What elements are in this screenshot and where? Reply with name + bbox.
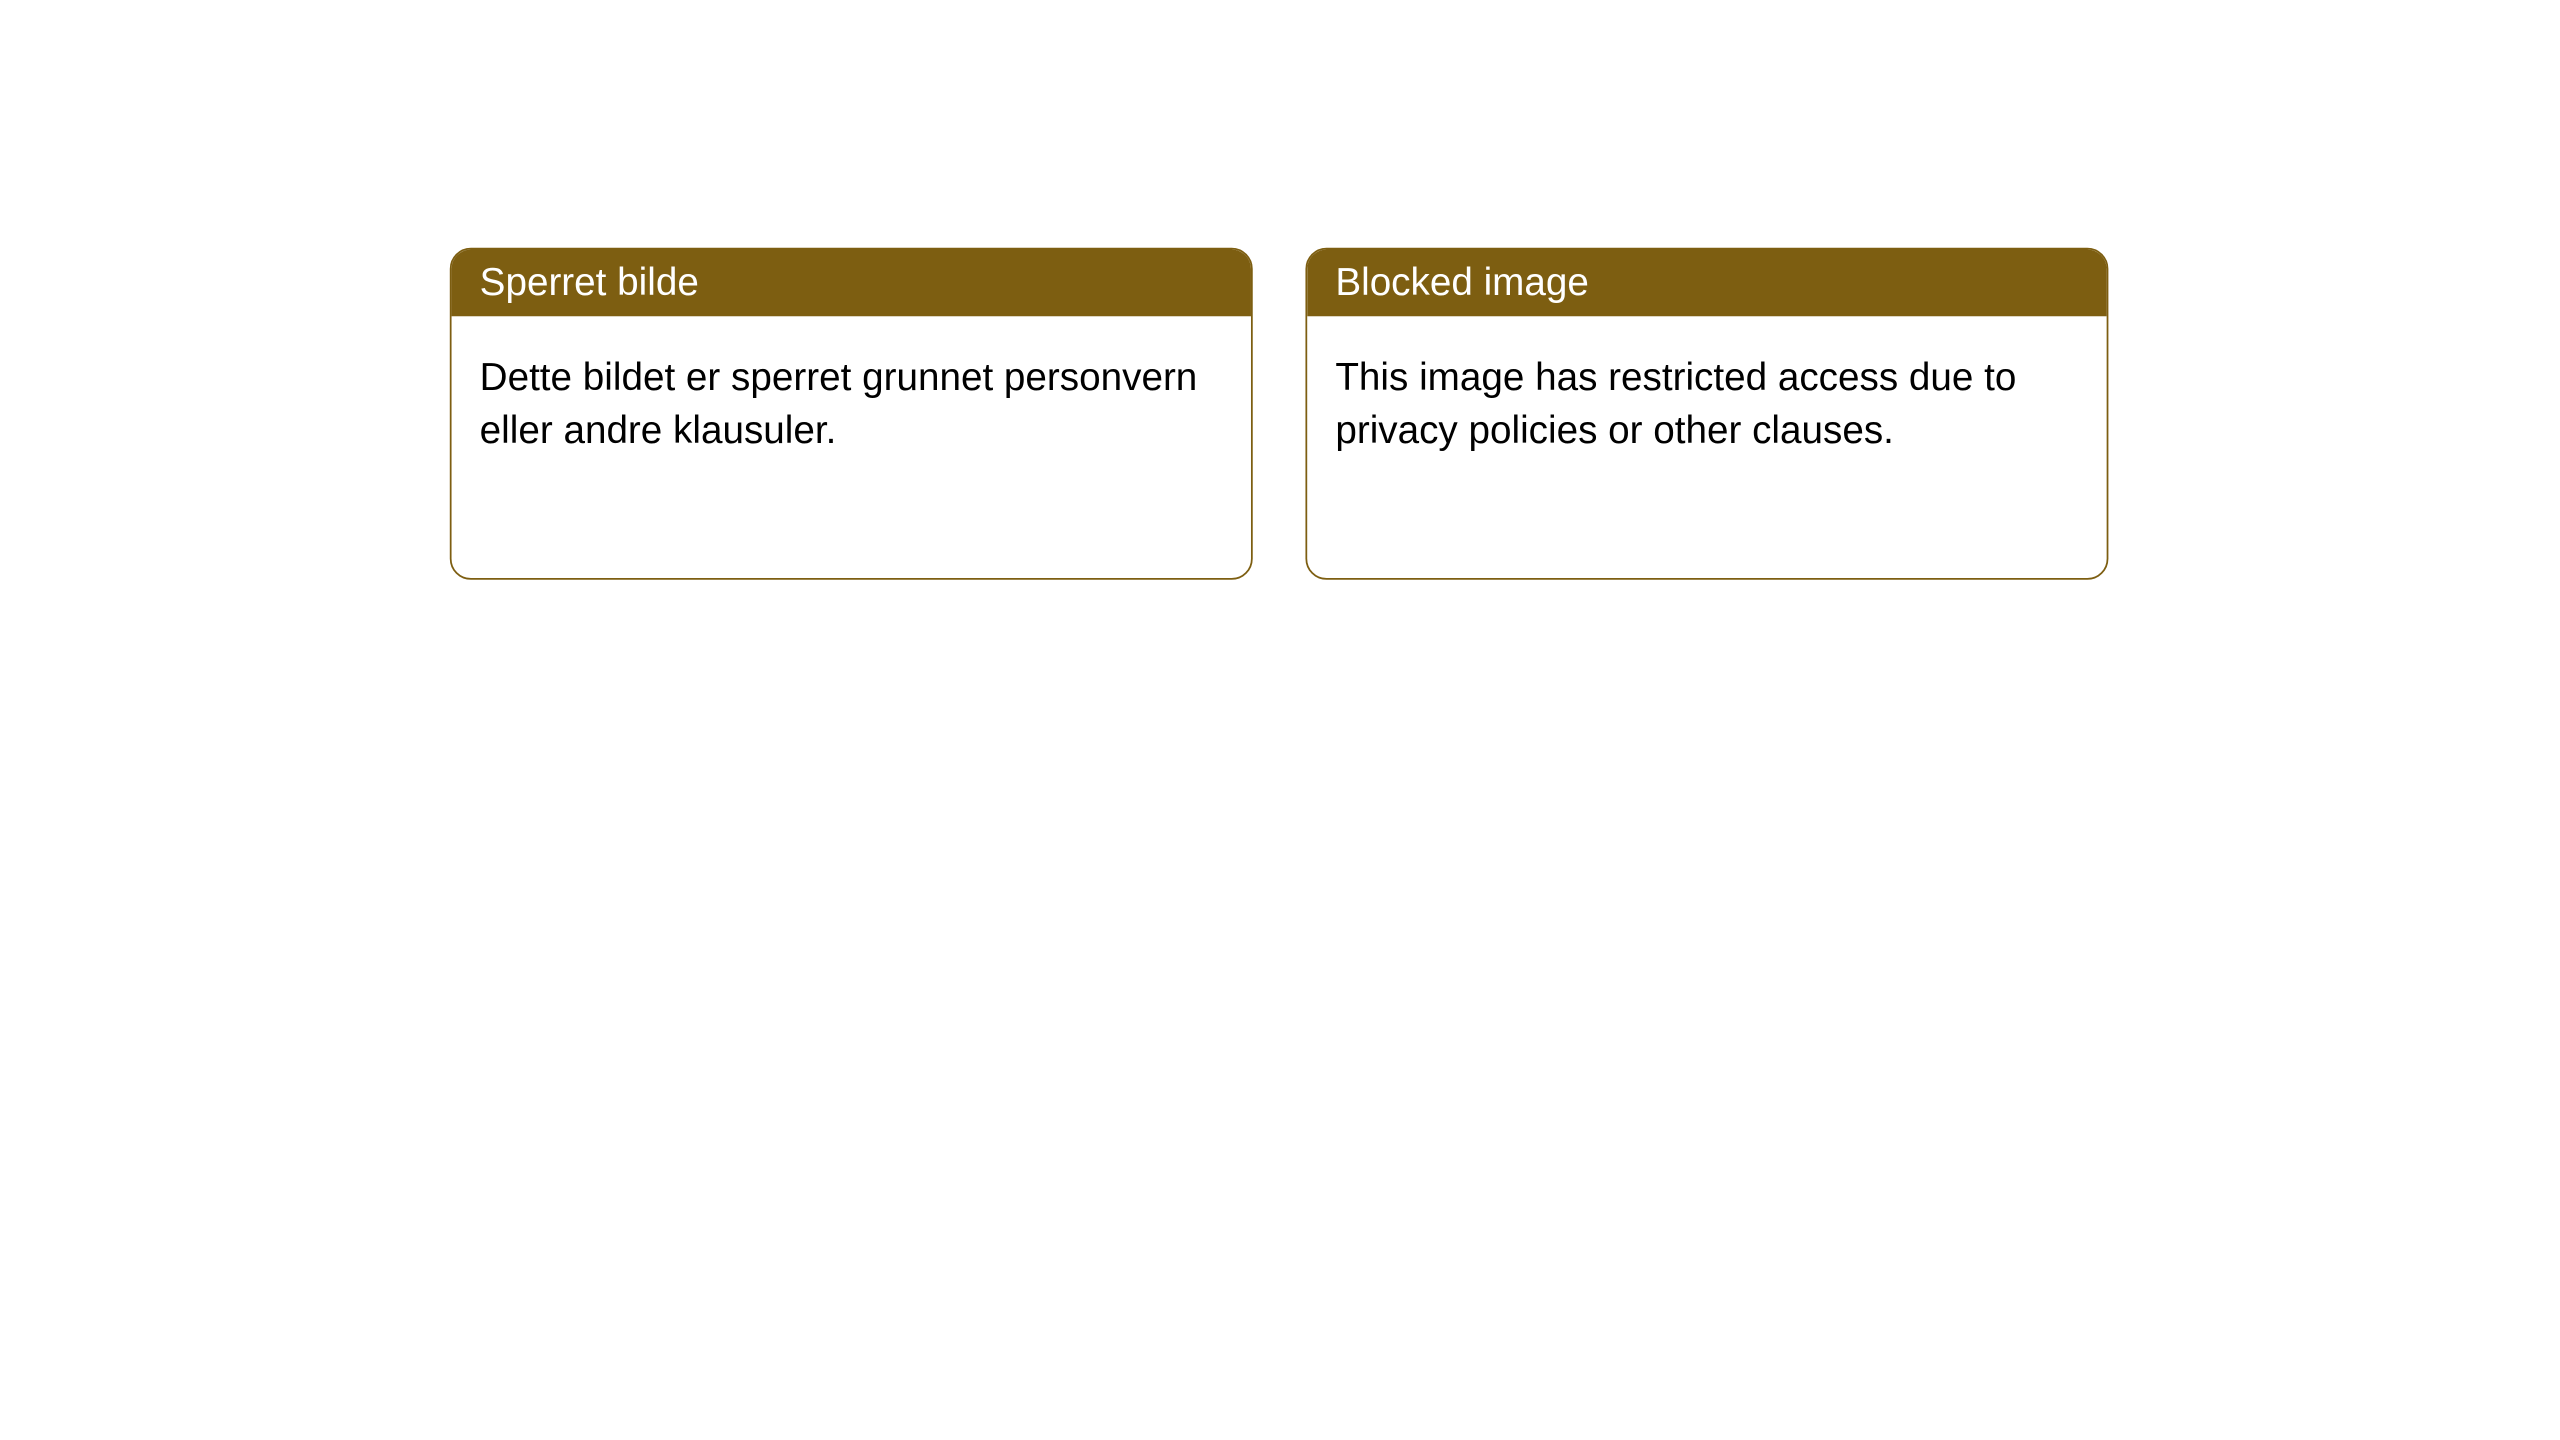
viewport: Sperret bilde Dette bildet er sperret gr… bbox=[0, 0, 2560, 1434]
blocked-image-card-en: Blocked image This image has restricted … bbox=[1305, 248, 2108, 580]
card-body-no: Dette bildet er sperret grunnet personve… bbox=[452, 316, 1251, 491]
card-body-en: This image has restricted access due to … bbox=[1307, 316, 2106, 491]
card-header-no: Sperret bilde bbox=[452, 249, 1251, 316]
card-body-text-no: Dette bildet er sperret grunnet personve… bbox=[480, 355, 1198, 451]
card-title-en: Blocked image bbox=[1335, 260, 1589, 304]
notice-cards-container: Sperret bilde Dette bildet er sperret gr… bbox=[450, 248, 2109, 580]
card-title-no: Sperret bilde bbox=[480, 260, 699, 304]
blocked-image-card-no: Sperret bilde Dette bildet er sperret gr… bbox=[450, 248, 1253, 580]
card-body-text-en: This image has restricted access due to … bbox=[1335, 355, 2016, 451]
card-header-en: Blocked image bbox=[1307, 249, 2106, 316]
